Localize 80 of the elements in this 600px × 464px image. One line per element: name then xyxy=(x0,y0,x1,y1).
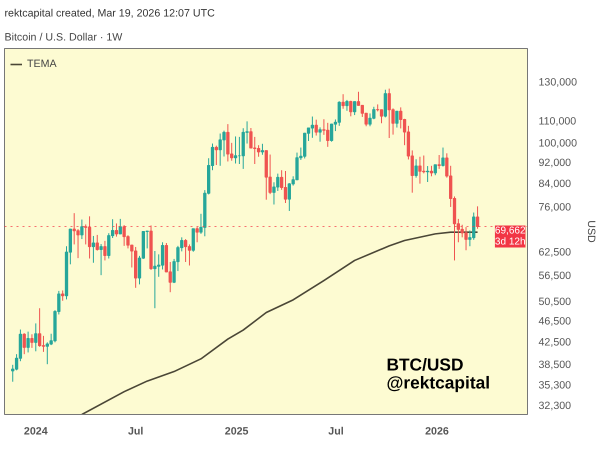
x-tick-label: 2026 xyxy=(425,426,449,438)
candlestick xyxy=(384,89,388,118)
candlestick xyxy=(380,108,384,124)
candlestick xyxy=(99,244,103,276)
ref-line-label: 69,662 3d 12h xyxy=(494,226,526,248)
candlestick xyxy=(437,154,441,170)
candlestick xyxy=(214,145,218,166)
candlestick xyxy=(192,228,195,252)
candlestick xyxy=(441,147,445,168)
candlestick xyxy=(310,116,314,138)
candlestick xyxy=(26,331,30,353)
y-tick-label: 50,500 xyxy=(538,296,572,308)
y-tick-label: 100,000 xyxy=(538,138,578,150)
y-tick-label: 92,000 xyxy=(538,156,572,169)
candlestick xyxy=(184,238,188,262)
candlestick xyxy=(103,240,107,261)
x-tick-label: 2024 xyxy=(24,426,48,438)
candlestick xyxy=(295,152,299,181)
legend-label: TEMA xyxy=(27,58,57,70)
x-tick-label: 2025 xyxy=(224,426,249,438)
y-tick-label: 76,000 xyxy=(538,201,572,214)
chart-subtitle: rektcapital created, Mar 19, 2026 12:07 UTC xyxy=(4,8,216,20)
annotation: BTC/USD xyxy=(386,354,464,374)
candlestick xyxy=(226,124,230,162)
candlestick xyxy=(118,218,122,235)
candlestick xyxy=(395,110,399,128)
y-tick-label: 84,000 xyxy=(538,178,572,190)
candlestick xyxy=(22,332,26,355)
candlestick xyxy=(256,144,260,158)
candlestick xyxy=(414,158,418,178)
annotation: @rektcapital xyxy=(386,372,490,392)
chart-title: Bitcoin / U.S. Dollar · 1W xyxy=(4,32,124,44)
y-tick-label: 130,000 xyxy=(538,76,578,89)
y-tick-label: 46,500 xyxy=(538,315,572,328)
candlestick xyxy=(160,242,164,270)
candlestick xyxy=(61,290,64,302)
candlestick xyxy=(330,123,334,142)
candlestick xyxy=(349,100,352,117)
y-tick-label: 32,300 xyxy=(538,400,572,412)
y-tick-label: 110,000 xyxy=(538,116,576,128)
candlestick xyxy=(96,234,99,252)
candlestick xyxy=(84,224,88,245)
candlestick xyxy=(368,112,372,127)
candlestick xyxy=(222,130,226,157)
candlestick xyxy=(430,165,434,177)
candlestick xyxy=(326,122,330,148)
candlestick xyxy=(345,99,349,112)
candlestick xyxy=(314,119,318,136)
candlestick xyxy=(30,334,34,348)
candlestick xyxy=(218,133,222,166)
y-tick-label: 42,500 xyxy=(538,336,572,348)
candlestick xyxy=(153,250,157,309)
candlestick xyxy=(476,206,480,230)
y-tick-label: 38,500 xyxy=(538,359,572,372)
candlestick xyxy=(352,100,356,116)
candlestick xyxy=(122,224,126,246)
candlestick xyxy=(80,219,84,240)
candlestick xyxy=(434,164,437,176)
candlestick xyxy=(399,106,402,129)
candlestick xyxy=(464,226,468,251)
candlestick xyxy=(114,222,118,238)
candlestick xyxy=(341,94,345,110)
x-tick-label: Jul xyxy=(128,426,144,438)
candlestick xyxy=(76,228,80,259)
candlestick xyxy=(418,156,422,184)
candlestick xyxy=(188,244,192,266)
candlestick xyxy=(88,216,92,260)
y-axis-title: USD xyxy=(585,220,598,244)
candlestick xyxy=(260,143,264,156)
candlestick xyxy=(92,235,96,264)
candlestick xyxy=(284,170,288,204)
candlestick xyxy=(388,88,391,139)
candlestick xyxy=(426,166,430,182)
candlestick xyxy=(34,322,38,352)
candlestick xyxy=(195,226,199,243)
y-tick-label: 62,500 xyxy=(538,246,572,259)
candlestick xyxy=(42,335,46,352)
y-tick-label: 35,300 xyxy=(538,379,572,392)
x-tick-label: Jul xyxy=(328,426,344,438)
y-tick-label: 56,500 xyxy=(538,270,572,282)
